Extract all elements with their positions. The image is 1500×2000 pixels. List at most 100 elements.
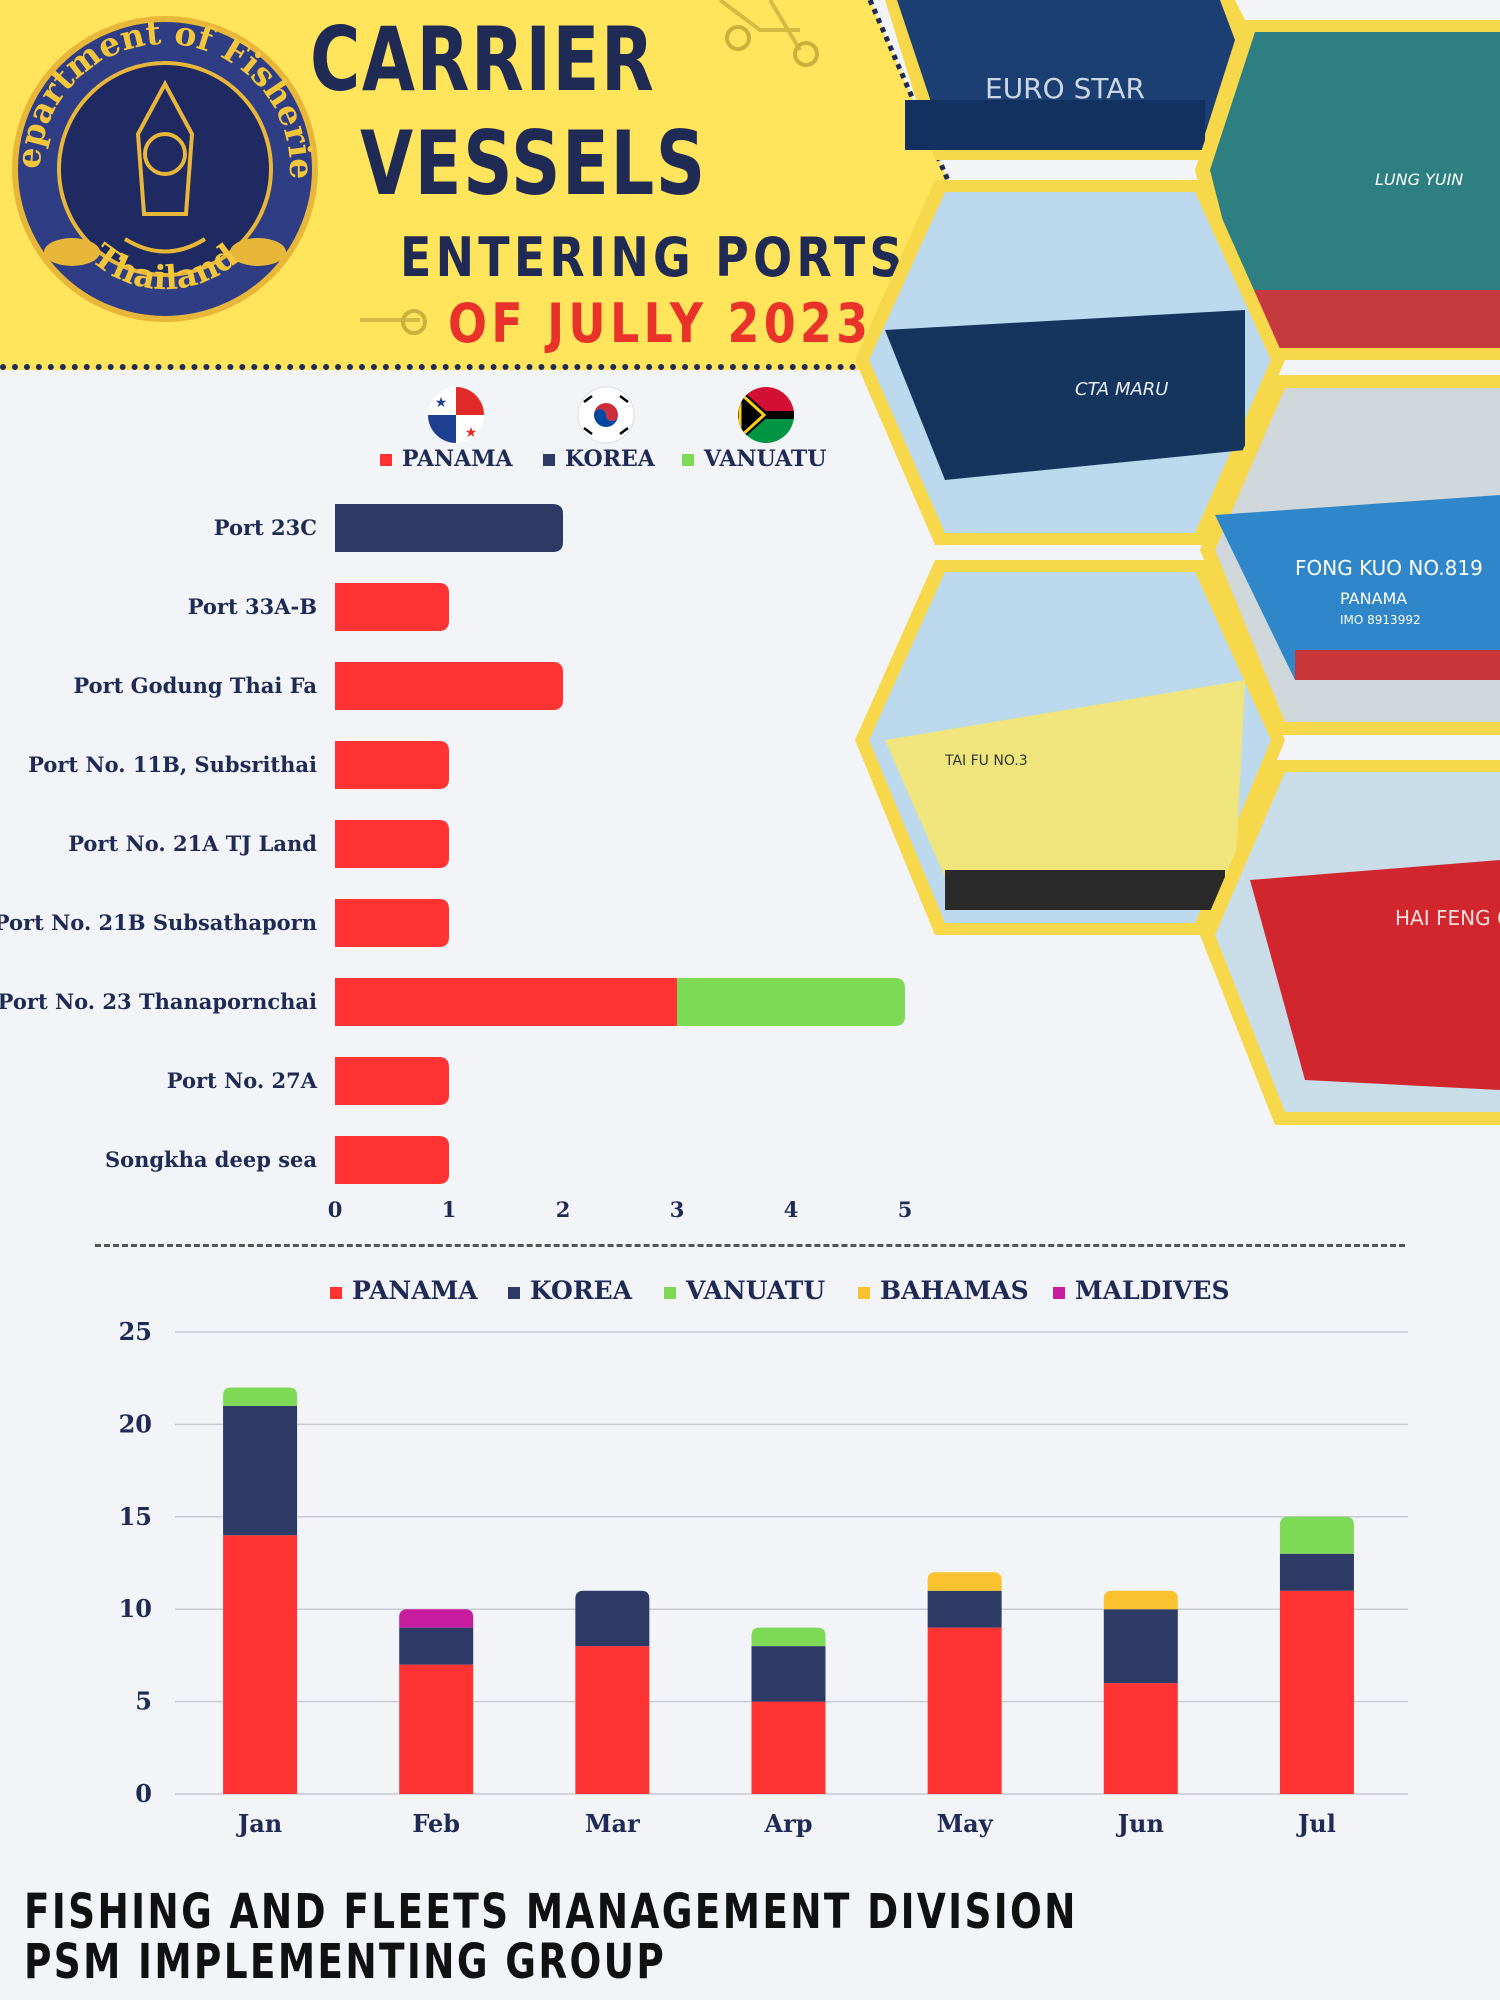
korea-flag-icon [577,386,635,444]
legend2-label-panama: PANAMA [352,1276,478,1305]
legend-swatch-vanuatu [682,454,694,466]
month-bar-jan-vanuatu [223,1387,298,1406]
legend2-bahamas: BAHAMAS [858,1276,1029,1305]
month-bar-may-bahamas [927,1572,1002,1591]
title-line-1: CARRIER [310,8,656,111]
month-bar-feb-korea [399,1627,474,1665]
vanuatu-flag-icon [738,387,794,443]
legend2-panama: PANAMA [330,1276,478,1305]
x-tick-2: 2 [556,1197,571,1222]
month-label-arp: Arp [763,1809,812,1838]
month-bar-arp-korea [751,1646,826,1702]
port-label-port-23c: Port 23C [214,515,317,540]
department-of-fisheries-seal: Department of Fisheries Thailand [10,14,320,322]
header-dotted-border [0,364,1000,370]
vessel-name-fong-kuo: FONG KUO NO.819 [1295,556,1483,580]
port-label-port-no-21b-subsathaporn: Port No. 21B Subsathaporn [0,910,317,935]
legend2-swatch-bahamas [858,1286,870,1299]
x-tick-3: 3 [670,1197,685,1222]
port-label-port-no-11b-subsrithai: Port No. 11B, Subsrithai [28,752,317,777]
port-bar-port-23c-korea [335,504,563,552]
svg-text:★: ★ [465,425,478,441]
port-bar-port-no-23-thanapornchai-vanuatu [677,978,905,1026]
legend-swatch-panama [380,454,392,466]
legend-korea: KOREA [543,446,655,472]
vessel-name-euro-star: EURO STAR [985,72,1145,105]
photo-cta-maru: CTA MARU [855,180,1285,545]
month-label-jul: Jul [1296,1809,1336,1838]
month-label-feb: Feb [412,1809,460,1838]
legend-swatch-korea [543,454,555,466]
port-bar-port-33a-b-panama [335,583,449,631]
photo-hai-feng: HAI FENG 668 [1200,760,1500,1125]
legend2-swatch-vanuatu [664,1286,676,1299]
legend2-korea: KOREA [508,1276,632,1305]
month-bar-jun-korea [1103,1609,1178,1684]
panama-flag-icon: ★ ★ [428,387,484,443]
legend2-swatch-maldives [1053,1286,1065,1299]
port-bar-port-no-21b-subsathaporn-panama [335,899,449,947]
port-bar-port-no-21a-tj-land-panama [335,820,449,868]
legend-vanuatu: VANUATU [682,446,826,472]
port-bar-songkha-deep-sea-panama [335,1136,449,1184]
legend2-vanuatu: VANUATU [664,1276,825,1305]
vessel-photo-collage: EURO STAR LUNG YUIN CTA MARU FONG KUO NO… [855,0,1500,1125]
legend-panama: PANAMA [380,446,513,472]
ports-bar-chart: Port 23C Port 33A-B Port Godung Thai Fa Por… [0,504,913,1222]
month-bar-jan-korea [223,1405,298,1536]
title-line-4: OF JULLY 2023 [448,292,873,355]
legend2-label-bahamas: BAHAMAS [880,1276,1029,1305]
section-divider [95,1244,1405,1247]
month-label-jan: Jan [236,1809,282,1838]
legend-label-korea: KOREA [565,446,655,472]
y-tick-5: 5 [135,1687,152,1716]
legend-label-vanuatu: VANUATU [704,446,827,472]
footer-division-name: FISHING AND FLEETS MANAGEMENT DIVISION [24,1884,1078,1940]
month-bar-feb-panama [399,1664,474,1794]
month-label-mar: Mar [585,1809,640,1838]
y-tick-20: 20 [119,1409,152,1438]
x-tick-1: 1 [442,1197,457,1222]
y-tick-25: 25 [119,1317,152,1346]
month-bar-arp-vanuatu [751,1627,826,1647]
port-bar-port-no-11b-subsrithai-panama [335,741,449,789]
port-label-port-no-21a-tj-land: Port No. 21A TJ Land [68,831,317,856]
legend2-label-maldives: MALDIVES [1075,1276,1230,1305]
month-label-jun: Jun [1116,1809,1164,1838]
y-tick-15: 15 [119,1502,152,1531]
vessel-name-tai-fu: TAI FU NO.3 [944,753,1028,769]
month-label-may: May [937,1809,994,1838]
port-label-songkha-deep-sea: Songkha deep sea [105,1147,317,1172]
fong-kuo-flag-label: PANAMA [1340,589,1407,608]
svg-text:★: ★ [435,395,448,411]
fong-kuo-imo-label: IMO 8913992 [1340,613,1421,627]
port-bar-port-no-23-thanapornchai-panama [335,978,677,1026]
title-line-2: VESSELS [360,112,707,215]
legend2-swatch-korea [508,1286,520,1299]
vessel-name-hai-feng: HAI FENG 668 [1395,906,1500,930]
port-label-port-no-27a: Port No. 27A [167,1068,318,1093]
month-bar-may-korea [927,1590,1002,1628]
x-tick-5: 5 [898,1197,913,1222]
month-bar-mar-panama [575,1646,650,1794]
month-bar-jul-korea [1279,1553,1354,1591]
month-bar-jun-bahamas [1103,1590,1178,1610]
port-bar-port-no-27a-panama [335,1057,449,1105]
month-bar-mar-korea [575,1590,650,1647]
photo-tai-fu: TAI FU NO.3 [855,560,1285,935]
legend2-swatch-panama [330,1286,342,1299]
month-bar-may-panama [927,1627,1002,1794]
y-tick-10: 10 [119,1594,152,1623]
legend2-maldives: MALDIVES [1053,1276,1230,1305]
photo-euro-star: EURO STAR [855,0,1255,160]
x-tick-4: 4 [784,1197,799,1222]
month-bar-feb-maldives [399,1609,474,1628]
port-label-port-33a-b: Port 33A-B [188,594,317,619]
month-bar-jul-vanuatu [1279,1516,1354,1554]
vessel-name-cta-maru: CTA MARU [1075,379,1168,400]
month-bar-jul-panama [1279,1590,1354,1794]
port-label-port-godung-thai-fa: Port Godung Thai Fa [73,673,317,698]
port-bar-port-godung-thai-fa-panama [335,662,563,710]
photo-fong-kuo: FONG KUO NO.819 PANAMA IMO 8913992 [1200,375,1500,735]
legend-label-panama: PANAMA [402,446,513,472]
